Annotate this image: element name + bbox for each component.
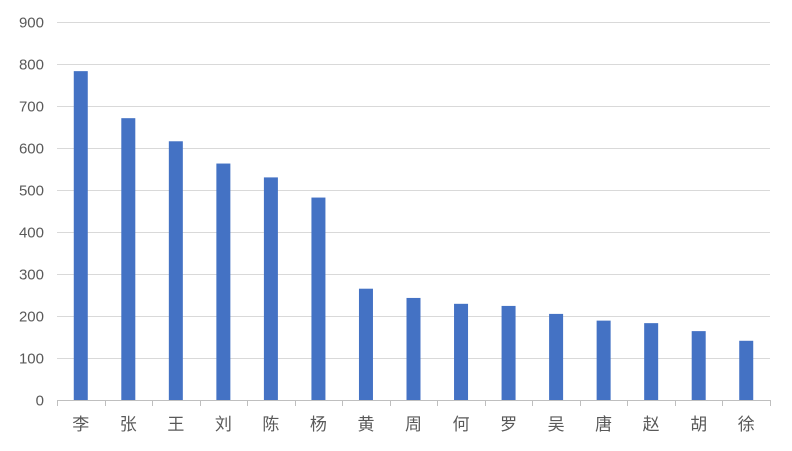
- bar-0: [73, 71, 88, 400]
- x-tick-label: 周: [405, 415, 422, 435]
- x-tick-label: 胡: [690, 415, 707, 435]
- x-tick-label: 李: [72, 415, 89, 435]
- bar-9: [501, 305, 516, 400]
- tick-labels: 0 100 200 300 400 500 600 700 800 900 李 张 王 刘 陈 杨 黄 周 何 罗 吴 唐…: [19, 15, 755, 436]
- y-tick-label: 700: [19, 99, 44, 116]
- x-tick-label: 吴: [548, 415, 565, 435]
- bar-4: [263, 177, 278, 400]
- bar-1: [121, 118, 136, 401]
- y-tick-label: 600: [19, 141, 44, 158]
- x-tick-label: 何: [453, 415, 470, 435]
- bar-11: [596, 320, 611, 400]
- bar-6: [358, 288, 373, 400]
- bar-5: [311, 197, 326, 400]
- bar-3: [216, 163, 231, 400]
- axes: [57, 400, 771, 406]
- bar-12: [644, 323, 659, 400]
- y-tick-label: 400: [19, 225, 44, 242]
- x-tick-label: 徐: [738, 415, 755, 435]
- x-tick-label: 罗: [500, 415, 517, 435]
- y-tick-label: 0: [36, 393, 44, 410]
- x-tick-label: 赵: [643, 415, 660, 435]
- bar-13: [691, 331, 706, 400]
- y-tick-label: 100: [19, 351, 44, 368]
- x-tick-label: 唐: [595, 414, 612, 435]
- x-tick-label: 张: [120, 415, 137, 435]
- x-tick-label: 黄: [357, 415, 374, 435]
- y-tick-label: 900: [19, 15, 44, 32]
- x-tick-label: 陈: [262, 415, 279, 435]
- x-tick-label: 杨: [310, 415, 327, 435]
- bars: [73, 71, 754, 401]
- bar-7: [406, 297, 421, 400]
- y-tick-label: 200: [19, 309, 44, 326]
- x-tick-label: 刘: [215, 415, 232, 435]
- y-tick-label: 300: [19, 267, 44, 284]
- bar-14: [739, 340, 754, 400]
- y-tick-label: 500: [19, 183, 44, 200]
- bar-2: [168, 141, 183, 400]
- bar-8: [454, 303, 469, 400]
- bar-10: [549, 313, 564, 400]
- y-tick-label: 800: [19, 57, 44, 74]
- x-tick-label: 王: [167, 415, 184, 435]
